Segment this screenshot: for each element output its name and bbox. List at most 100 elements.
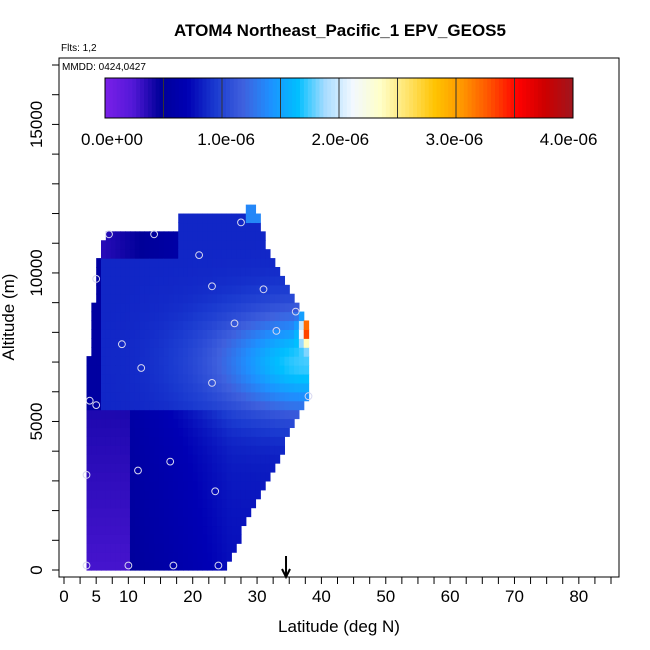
colorbar-segment (272, 78, 278, 118)
heatmap-cell (110, 338, 117, 348)
heatmap-cell (120, 293, 126, 304)
heatmap-cell (158, 471, 165, 482)
colorbar-segment (163, 78, 168, 118)
heatmap-cell (173, 516, 179, 527)
heatmap-cell (168, 382, 174, 393)
heatmap-cell (207, 267, 213, 277)
colorbar-segment (471, 78, 476, 118)
heatmap-cell (163, 302, 170, 313)
colorbar-segment (202, 78, 207, 118)
heatmap-cell (260, 302, 266, 313)
heatmap-cell (149, 249, 155, 259)
heatmap-cell (187, 293, 194, 304)
heatmap-cell (231, 471, 237, 482)
heatmap-cell (120, 543, 126, 553)
heatmap-cell (216, 240, 223, 250)
colorbar-segment (498, 78, 504, 118)
heatmap-cell (101, 293, 107, 304)
heatmap-cell (231, 498, 237, 509)
heatmap-cell (192, 409, 199, 420)
heatmap-cell (197, 418, 203, 429)
heatmap-cell (125, 534, 131, 544)
heatmap-cell (202, 525, 208, 535)
heatmap-cell (110, 356, 117, 366)
heatmap-cell (202, 240, 208, 250)
heatmap-cell (240, 498, 247, 509)
heatmap-cell (221, 525, 228, 535)
observation-point (291, 307, 300, 316)
heatmap-cell (279, 347, 286, 357)
heatmap-cell (178, 231, 184, 241)
colorbar-segment (183, 78, 188, 118)
heatmap-cell (96, 534, 102, 544)
heatmap-cell (144, 267, 150, 277)
heatmap-cell (115, 365, 121, 375)
heatmap-cell (134, 463, 141, 473)
heatmap-cell (96, 267, 102, 277)
colorbar-segment (128, 78, 133, 118)
heatmap-cell (120, 454, 126, 464)
heatmap-cell (187, 409, 194, 420)
heatmap-cell (91, 302, 97, 313)
heatmap-cell (212, 471, 218, 482)
heatmap-cell (212, 454, 218, 464)
heatmap-cell (86, 498, 92, 509)
colorbar-segment (186, 78, 192, 118)
heatmap-cell (110, 561, 117, 571)
heatmap-cell (173, 365, 179, 375)
heatmap-cell (236, 222, 242, 232)
heatmap-cell (158, 436, 165, 446)
heatmap-cell (149, 231, 155, 241)
heatmap-cell (105, 382, 112, 393)
heatmap-cell (212, 436, 218, 446)
heatmap-cell (216, 222, 223, 232)
x-tick-label: 50 (376, 587, 395, 606)
colorbar-tick-label: 0.0e+00 (81, 130, 143, 149)
heatmap-cell (255, 365, 261, 375)
heatmap-cell (183, 543, 189, 553)
heatmap-cell (245, 507, 252, 518)
heatmap-cell (129, 463, 136, 473)
heatmap-cell (216, 489, 223, 500)
heatmap-cell (255, 463, 261, 473)
heatmap-cell (260, 284, 266, 295)
heatmap-cell (284, 365, 290, 375)
heatmap-cell (192, 471, 199, 482)
heatmap-cell (255, 222, 261, 232)
heatmap-cell (294, 311, 300, 322)
heatmap-cell (173, 480, 179, 491)
heatmap-cell (197, 347, 203, 357)
heatmap-cell (216, 275, 223, 286)
heatmap-cell (178, 365, 184, 375)
colorbar-segment (214, 78, 219, 118)
heatmap-cell (86, 543, 92, 553)
heatmap-cell (216, 552, 223, 562)
heatmap-cell (178, 311, 184, 322)
heatmap-cell (265, 320, 271, 330)
colorbar-segment (136, 78, 141, 118)
heatmap-cell (231, 427, 237, 437)
heatmap-cell (154, 275, 160, 286)
heatmap-cell (231, 302, 237, 313)
heatmap-cell (212, 534, 218, 544)
heatmap-cell (192, 275, 199, 286)
colorbar-segment (370, 78, 375, 118)
heatmap-cell (255, 267, 261, 277)
heatmap-cell (120, 258, 126, 268)
heatmap-cell (226, 258, 232, 268)
heatmap-cell (250, 302, 257, 313)
heatmap-cell (144, 400, 150, 411)
heatmap-cell (245, 338, 252, 348)
dates-note: MMDD: 0424,0427 (62, 62, 146, 73)
heatmap-cell (192, 507, 199, 518)
heatmap-cell (284, 373, 290, 384)
heatmap-cell (149, 329, 155, 339)
heatmap-cell (255, 480, 261, 491)
heatmap-cell (105, 471, 112, 482)
colorbar-segment (249, 78, 254, 118)
heatmap-cell (202, 231, 208, 241)
heatmap-cell (129, 516, 136, 527)
heatmap-cell (173, 552, 179, 562)
colorbar-segment (245, 78, 250, 118)
heatmap-cell (255, 249, 261, 259)
